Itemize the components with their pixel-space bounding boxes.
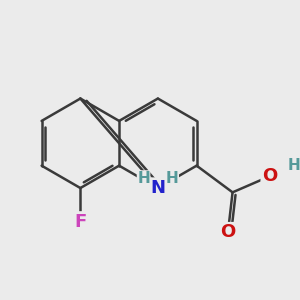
Text: H: H [288,158,300,173]
Text: O: O [220,223,236,241]
Text: F: F [74,213,86,231]
Text: H: H [166,171,178,186]
Text: H: H [137,171,150,186]
Text: N: N [150,179,165,197]
Text: O: O [262,167,277,185]
Text: N: N [150,179,165,197]
